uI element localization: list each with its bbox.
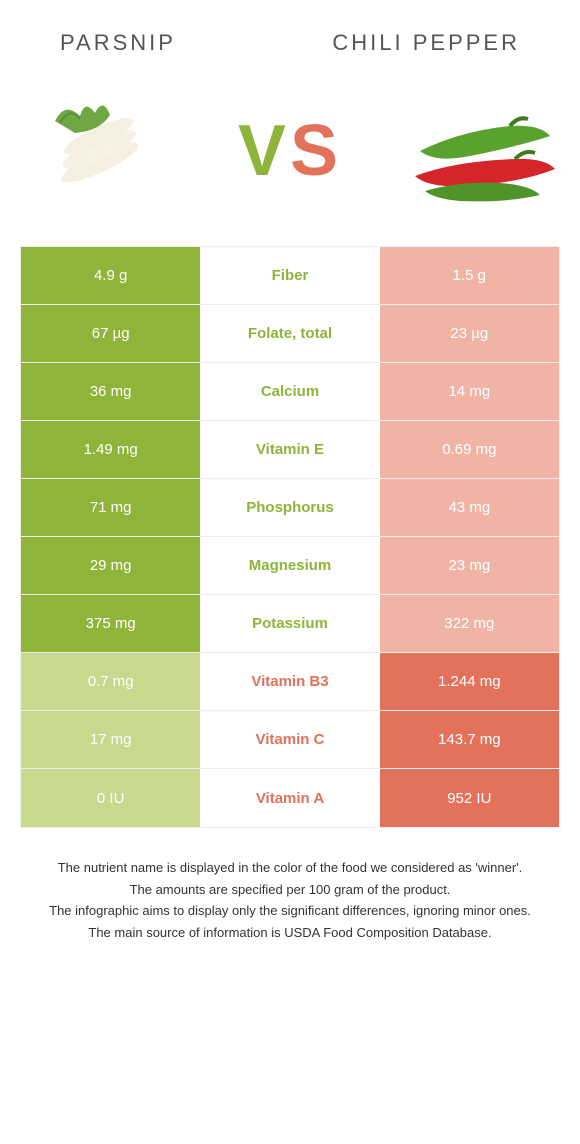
- nutrient-label: Vitamin A: [200, 769, 379, 827]
- nutrient-label: Fiber: [200, 247, 379, 304]
- nutrient-label: Vitamin B3: [200, 653, 379, 710]
- nutrient-label: Phosphorus: [200, 479, 379, 536]
- table-row: 0.7 mgVitamin B31.244 mg: [21, 653, 559, 711]
- nutrient-label: Vitamin C: [200, 711, 379, 768]
- right-value: 322 mg: [380, 595, 559, 652]
- left-value: 4.9 g: [21, 247, 200, 304]
- left-value: 67 µg: [21, 305, 200, 362]
- table-row: 1.49 mgVitamin E0.69 mg: [21, 421, 559, 479]
- table-row: 67 µgFolate, total23 µg: [21, 305, 559, 363]
- right-value: 23 mg: [380, 537, 559, 594]
- table-row: 71 mgPhosphorus43 mg: [21, 479, 559, 537]
- table-row: 4.9 gFiber1.5 g: [21, 247, 559, 305]
- vs-s: S: [290, 110, 342, 192]
- nutrient-label: Vitamin E: [200, 421, 379, 478]
- left-value: 29 mg: [21, 537, 200, 594]
- footer-line-4: The main source of information is USDA F…: [30, 923, 550, 943]
- header: Parsnip Chili pepper: [0, 0, 580, 66]
- right-value: 952 IU: [380, 769, 559, 827]
- left-food-title: Parsnip: [60, 30, 176, 56]
- right-value: 1.5 g: [380, 247, 559, 304]
- nutrient-table: 4.9 gFiber1.5 g67 µgFolate, total23 µg36…: [20, 246, 560, 828]
- left-value: 36 mg: [21, 363, 200, 420]
- right-value: 43 mg: [380, 479, 559, 536]
- parsnip-icon: [20, 86, 180, 216]
- table-row: 29 mgMagnesium23 mg: [21, 537, 559, 595]
- left-value: 1.49 mg: [21, 421, 200, 478]
- right-value: 143.7 mg: [380, 711, 559, 768]
- right-food-title: Chili pepper: [332, 30, 520, 56]
- left-value: 375 mg: [21, 595, 200, 652]
- hero-row: VS: [0, 66, 580, 246]
- right-value: 0.69 mg: [380, 421, 559, 478]
- left-value: 0 IU: [21, 769, 200, 827]
- left-value: 0.7 mg: [21, 653, 200, 710]
- vs-label: VS: [238, 110, 342, 192]
- table-row: 0 IUVitamin A952 IU: [21, 769, 559, 827]
- right-value: 1.244 mg: [380, 653, 559, 710]
- nutrient-label: Calcium: [200, 363, 379, 420]
- footer-notes: The nutrient name is displayed in the co…: [0, 828, 580, 942]
- vs-v: V: [238, 110, 290, 192]
- table-row: 375 mgPotassium322 mg: [21, 595, 559, 653]
- left-value: 71 mg: [21, 479, 200, 536]
- footer-line-3: The infographic aims to display only the…: [30, 901, 550, 921]
- table-row: 36 mgCalcium14 mg: [21, 363, 559, 421]
- chili-icon: [400, 86, 560, 216]
- nutrient-label: Potassium: [200, 595, 379, 652]
- footer-line-2: The amounts are specified per 100 gram o…: [30, 880, 550, 900]
- nutrient-label: Magnesium: [200, 537, 379, 594]
- footer-line-1: The nutrient name is displayed in the co…: [30, 858, 550, 878]
- table-row: 17 mgVitamin C143.7 mg: [21, 711, 559, 769]
- left-value: 17 mg: [21, 711, 200, 768]
- right-value: 14 mg: [380, 363, 559, 420]
- nutrient-label: Folate, total: [200, 305, 379, 362]
- right-value: 23 µg: [380, 305, 559, 362]
